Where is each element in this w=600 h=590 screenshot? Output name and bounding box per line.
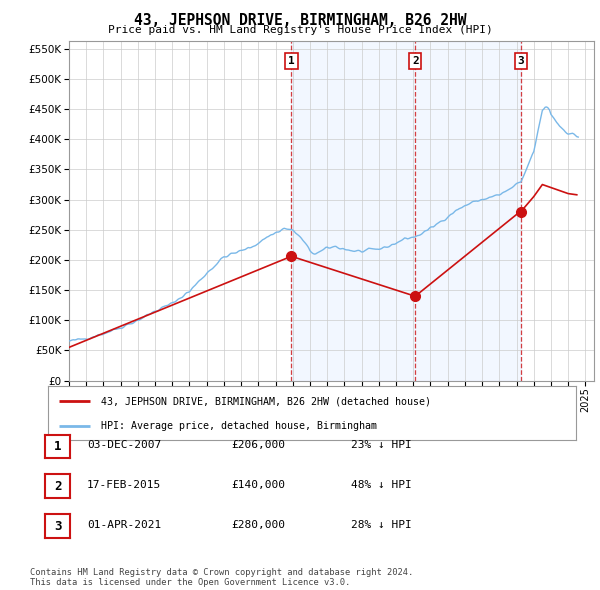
Text: 28% ↓ HPI: 28% ↓ HPI — [351, 520, 412, 530]
Text: 48% ↓ HPI: 48% ↓ HPI — [351, 480, 412, 490]
Text: £206,000: £206,000 — [231, 441, 285, 450]
Text: 03-DEC-2007: 03-DEC-2007 — [87, 441, 161, 450]
Text: 3: 3 — [54, 520, 61, 533]
Text: 01-APR-2021: 01-APR-2021 — [87, 520, 161, 530]
Text: 1: 1 — [54, 440, 61, 453]
Bar — [292, 41, 521, 381]
Text: 1: 1 — [288, 56, 295, 66]
Text: 2: 2 — [54, 480, 61, 493]
Text: £140,000: £140,000 — [231, 480, 285, 490]
Text: HPI: Average price, detached house, Birmingham: HPI: Average price, detached house, Birm… — [101, 421, 377, 431]
Text: 23% ↓ HPI: 23% ↓ HPI — [351, 441, 412, 450]
Text: £280,000: £280,000 — [231, 520, 285, 530]
Text: Price paid vs. HM Land Registry's House Price Index (HPI): Price paid vs. HM Land Registry's House … — [107, 25, 493, 35]
Text: 17-FEB-2015: 17-FEB-2015 — [87, 480, 161, 490]
Text: 43, JEPHSON DRIVE, BIRMINGHAM, B26 2HW: 43, JEPHSON DRIVE, BIRMINGHAM, B26 2HW — [134, 13, 466, 28]
Text: 2: 2 — [412, 56, 419, 66]
Text: Contains HM Land Registry data © Crown copyright and database right 2024.
This d: Contains HM Land Registry data © Crown c… — [30, 568, 413, 587]
Text: 3: 3 — [517, 56, 524, 66]
Text: 43, JEPHSON DRIVE, BIRMINGHAM, B26 2HW (detached house): 43, JEPHSON DRIVE, BIRMINGHAM, B26 2HW (… — [101, 396, 431, 407]
